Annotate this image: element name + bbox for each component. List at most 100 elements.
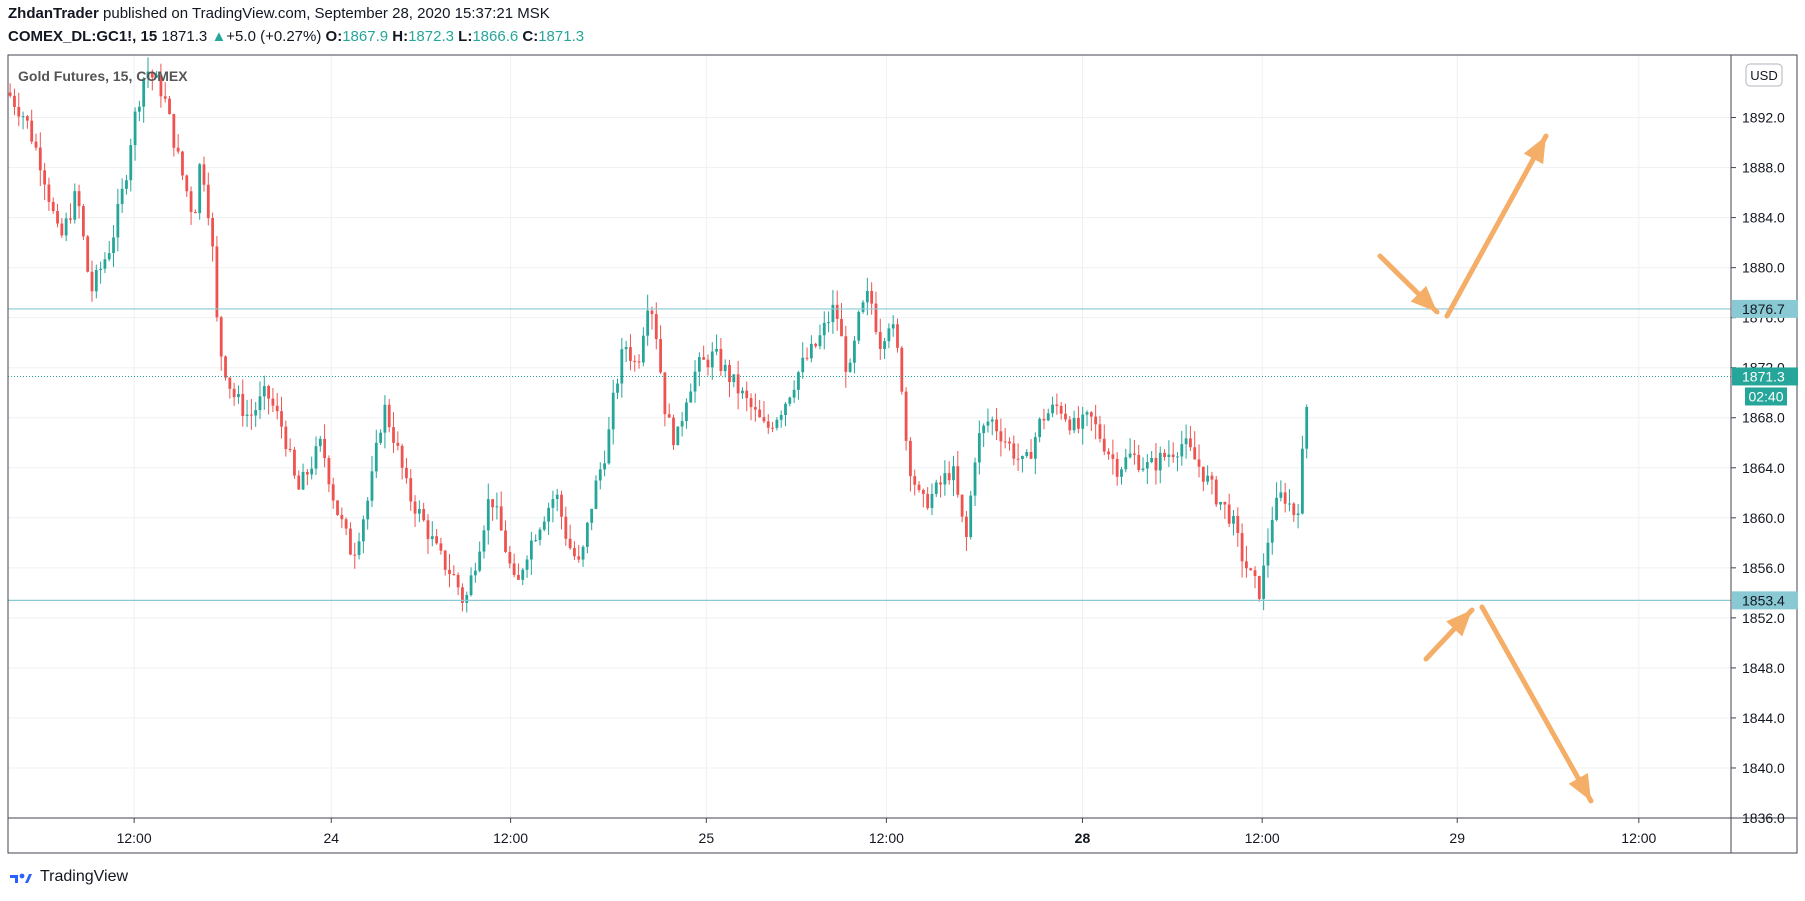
author-name[interactable]: ZhdanTrader [8,5,99,22]
y-tick-label: 1888.0 [1742,160,1785,176]
currency-button[interactable]: USD [1745,63,1783,87]
candle [1253,566,1257,589]
candle [297,470,301,490]
candle [38,132,42,187]
arrow-breakout-up[interactable] [1444,133,1549,319]
candle [689,383,693,403]
candle [34,133,38,151]
candle [486,483,490,545]
countdown-tag-label: 02:40 [1748,388,1783,404]
candle [874,291,878,335]
level-lines[interactable] [8,308,1731,601]
ohlc-line: COMEX_DL:GC1!, 15 1871.3 ▲+5.0 (+0.27%) … [8,28,584,45]
candle [112,224,115,268]
candle [159,63,163,108]
candle [17,92,21,127]
candle [1249,567,1253,571]
candle [685,398,688,429]
candle [155,70,159,78]
tradingview-logo-icon [10,873,32,883]
x-tick-label: 25 [699,830,715,846]
candle [999,418,1003,457]
candle [1008,437,1011,451]
candle [1283,482,1287,513]
high-label: H: [392,28,409,45]
candle [607,416,611,465]
candle [857,310,861,345]
y-tick-label: 1880.0 [1742,260,1785,276]
arrow-up-to-support[interactable] [1423,607,1475,662]
candle [538,527,542,546]
candle [1257,575,1261,602]
y-tick-label: 1864.0 [1742,460,1785,476]
candle [198,162,202,220]
candle [1163,449,1166,461]
candle [284,420,288,457]
candle [598,462,602,490]
candle [1232,510,1235,536]
candle [560,490,563,530]
price-axis[interactable]: 1892.01888.01884.01880.01876.01872.01868… [1731,110,1785,826]
candle [336,500,339,516]
candle [680,411,684,437]
time-axis[interactable]: 12:00 24 12:00 25 12:00 28 12:00 29 12:00 [117,818,1657,846]
candle [848,358,852,373]
arrow-breakdown-down[interactable] [1479,604,1594,804]
candle [215,236,219,322]
x-tick-label: 12:00 [869,830,904,846]
arrow-down-to-resistance[interactable] [1377,253,1440,315]
candle [646,294,650,346]
up-triangle-icon: ▲ [211,28,227,45]
candle [379,429,382,445]
candle [939,475,942,498]
candle [934,479,938,497]
candle [620,337,624,398]
candle [241,379,245,427]
candle [103,252,107,274]
candle [555,488,559,512]
tradingview-footer[interactable]: TradingView [8,868,128,886]
close-label: C: [522,28,539,45]
candle [1094,404,1098,440]
candle [219,315,223,371]
candle [1176,452,1179,472]
candle [465,591,469,613]
candle [547,502,550,535]
last-price-tag-label: 1871.3 [1742,368,1785,384]
candle [1081,406,1085,445]
candle [133,107,137,161]
candle [90,260,94,302]
candle [237,385,240,404]
open-value: 1867.9 [342,28,389,45]
candle [353,542,357,569]
candle [641,327,645,367]
candle [702,345,706,360]
candle [21,111,25,130]
candle [1184,424,1188,459]
y-tick-label: 1840.0 [1742,760,1785,776]
candle [107,241,111,262]
candle [1305,404,1309,459]
candle [349,522,352,556]
candle [736,360,740,410]
candle [1150,451,1154,464]
x-tick-label: 12:00 [1621,830,1656,846]
candle [1266,528,1270,578]
candle [8,83,12,98]
candle [676,426,680,446]
candle [590,508,594,531]
candle [512,553,516,578]
chart-legend-title: Gold Futures, 15, COMEX [18,68,188,84]
candle [400,443,404,480]
candle [387,399,391,433]
candle [275,392,279,420]
candle [1029,439,1033,460]
drawing-arrows[interactable] [1377,133,1594,804]
candle [1072,410,1076,434]
candle [1292,502,1296,522]
candle [228,377,232,399]
candle [383,395,387,449]
candle [1077,406,1080,434]
candle [904,387,908,451]
